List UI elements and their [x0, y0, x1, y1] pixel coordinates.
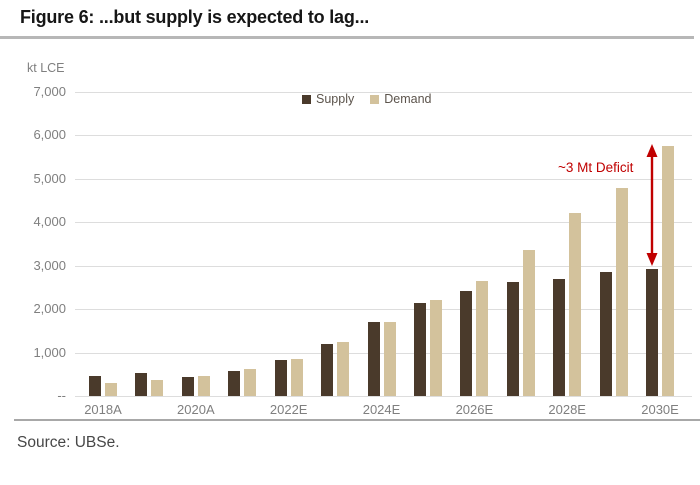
- bar-demand-2025: [429, 299, 442, 396]
- gridline: [75, 309, 692, 311]
- x-tick-label: 2022E: [269, 402, 308, 417]
- y-tick-label: 6,000: [33, 127, 66, 143]
- plot-area: [75, 92, 692, 397]
- gridline: [75, 396, 692, 397]
- x-tick-label: 2030E: [641, 402, 679, 417]
- bar-supply-2030: [646, 269, 659, 396]
- legend-item-demand: Demand: [370, 92, 431, 106]
- bar-demand-2030: [662, 146, 675, 396]
- x-tick-label: 2020A: [177, 402, 215, 417]
- bar-supply-2022: [274, 359, 287, 396]
- x-tick-label: 2018A: [84, 402, 122, 417]
- bar-demand-2021: [244, 369, 257, 396]
- bar-supply-2018: [89, 376, 101, 396]
- gridline: [75, 352, 692, 354]
- bar-supply-2029: [599, 271, 612, 396]
- bar-demand-2028: [569, 212, 582, 396]
- bar-demand-2022: [290, 358, 303, 396]
- bar-demand-2027: [522, 250, 535, 396]
- gridline: [75, 92, 692, 93]
- legend-label-supply: Supply: [316, 92, 355, 106]
- bar-supply-2020: [181, 377, 194, 396]
- y-tick-label: 7,000: [33, 84, 66, 99]
- gridline: [75, 265, 692, 267]
- gridline: [75, 135, 692, 137]
- bar-demand-2019: [151, 379, 164, 396]
- x-axis-line: [14, 419, 700, 421]
- legend-item-supply: Supply: [302, 92, 354, 106]
- y-tick-label: 1,000: [33, 344, 66, 360]
- gridline: [75, 178, 692, 180]
- bar-supply-2025: [413, 302, 426, 396]
- arrow-head-down-icon: [646, 253, 658, 266]
- y-tick-label: --: [57, 388, 66, 403]
- legend-label-demand: Demand: [384, 92, 432, 106]
- bar-supply-2024: [367, 322, 380, 396]
- x-tick-label: 2024E: [362, 402, 401, 417]
- bar-supply-2023: [321, 344, 334, 396]
- legend: Supply Demand: [302, 92, 431, 106]
- x-tick-label: 2026E: [455, 402, 494, 417]
- bar-supply-2019: [135, 373, 148, 396]
- deficit-arrow-icon: [646, 144, 658, 266]
- bar-demand-2023: [337, 342, 350, 396]
- bar-demand-2024: [383, 321, 396, 396]
- deficit-annotation: ~3 Mt Deficit: [558, 160, 634, 175]
- title-underline: [0, 36, 694, 39]
- demand-swatch-icon: [370, 94, 380, 104]
- arrow-head-up-icon: [646, 144, 658, 157]
- y-axis-unit-label: kt LCE: [27, 61, 65, 75]
- y-tick-label: 2,000: [33, 301, 66, 317]
- bar-supply-2026: [460, 290, 473, 396]
- bar-supply-2021: [228, 370, 241, 396]
- bar-demand-2029: [615, 187, 628, 396]
- bar-demand-2018: [105, 382, 117, 396]
- bar-demand-2020: [197, 375, 210, 396]
- bar-supply-2028: [553, 278, 566, 396]
- y-tick-label: 5,000: [33, 170, 66, 186]
- bar-demand-2026: [476, 280, 489, 396]
- y-tick-label: 4,000: [33, 214, 66, 230]
- gridline: [75, 222, 692, 224]
- supply-swatch-icon: [302, 94, 311, 104]
- x-tick-label: 2028E: [548, 402, 586, 417]
- bar-supply-2027: [506, 281, 519, 396]
- figure-title: Figure 6: ...but supply is expected to l…: [20, 7, 370, 27]
- source-note: Source: UBSe.: [17, 434, 120, 451]
- y-tick-label: 3,000: [33, 257, 66, 273]
